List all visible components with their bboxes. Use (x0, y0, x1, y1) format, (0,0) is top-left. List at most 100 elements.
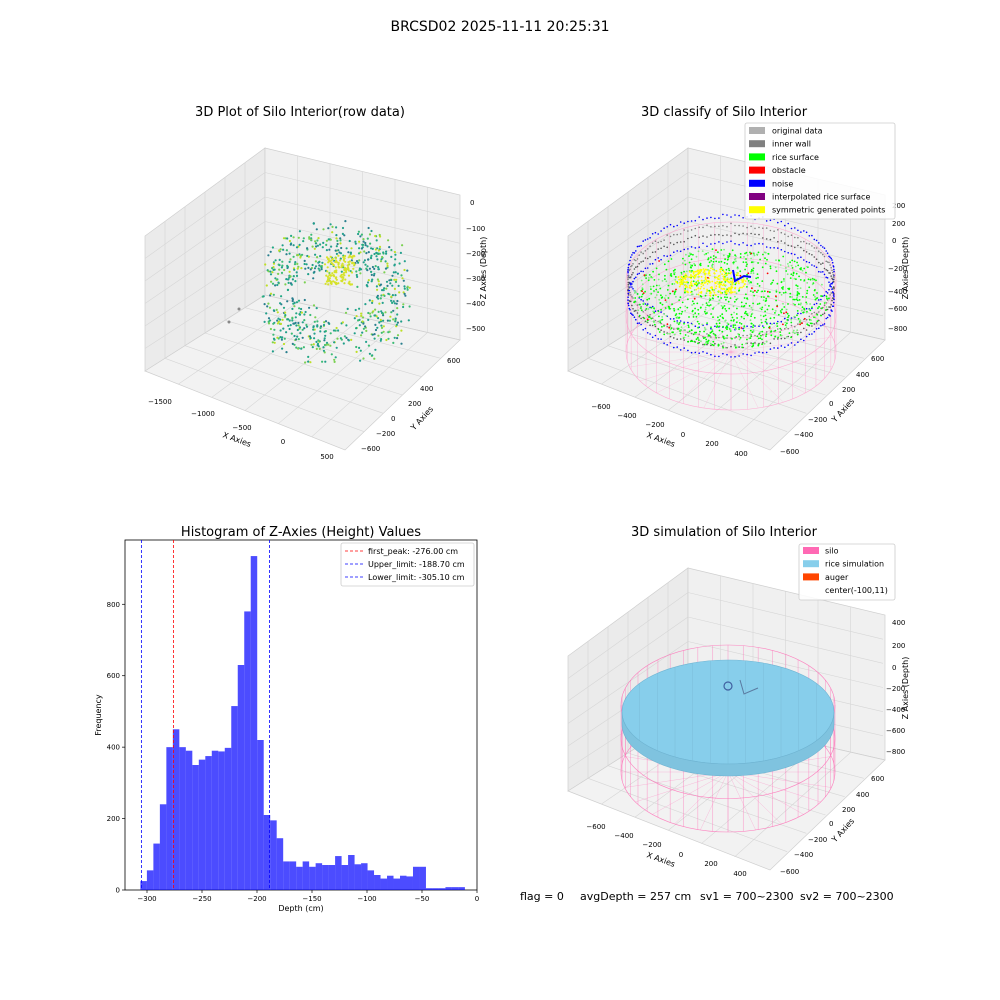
sim-xtick: −400 (614, 832, 633, 840)
hist-bar (322, 865, 329, 890)
hist-ytick-label: 800 (107, 601, 120, 609)
hist-legend-label: Upper_limit: -188.70 cm (368, 560, 465, 569)
cls-ztick: −800 (888, 325, 907, 333)
hist-bar (438, 888, 446, 890)
raw-xtick: −1000 (191, 410, 215, 418)
raw-ztick: 0 (470, 199, 474, 207)
sim-ytick: −200 (808, 836, 827, 844)
raw-ytick: 400 (420, 385, 433, 393)
panel-raw-yticks: 600 400 200 0 −200 −600 (361, 357, 460, 453)
hist-xlabel: Depth (cm) (278, 904, 323, 913)
hist-bar (211, 750, 219, 890)
hist-bar (451, 887, 459, 890)
cls-ytick: −400 (794, 431, 813, 439)
legend-swatch (803, 560, 819, 568)
panel-sim-zticks: 400 200 0 −200 −400 −600 −800 (886, 619, 905, 756)
panel-sim-xticks: −600 −400 −200 0 200 400 (586, 823, 746, 878)
legend-swatch (749, 153, 765, 161)
hist-xtick-label: 0 (475, 895, 479, 903)
status-flag: flag = 0 (520, 890, 564, 903)
panel-sim-yticks: 600 400 200 0 −200 −400 −600 (780, 775, 884, 876)
hist-bar (354, 864, 362, 890)
hist-bar (250, 556, 258, 890)
raw-ytick: −600 (361, 445, 380, 453)
sim-ytick: 600 (871, 775, 884, 783)
hist-bar (445, 887, 452, 890)
sim-xtick: −200 (642, 841, 661, 849)
legend-swatch (803, 573, 819, 581)
hist-bar (198, 759, 206, 890)
sim-legend-label: rice simulation (825, 560, 884, 569)
hist-bar (179, 747, 186, 890)
hist-bar (374, 875, 381, 890)
hist-bar (172, 729, 180, 890)
hist-xtick-label: −200 (247, 895, 266, 903)
sim-xtick: 0 (679, 851, 683, 859)
panel-classify-yticks: 600 400 200 0 −200 −400 −600 (780, 355, 884, 456)
hist-bar (231, 706, 238, 890)
raw-ztick: −100 (466, 225, 485, 233)
cls-xtick: −400 (617, 412, 636, 420)
cls-xtick: 0 (681, 431, 685, 439)
hist-bar (224, 747, 232, 890)
sim-ztick: −400 (886, 706, 905, 714)
hist-bar (425, 888, 433, 890)
hist-xtick-label: −100 (357, 895, 376, 903)
hist-bar (367, 870, 375, 890)
status-avg-depth: avgDepth = 257 cm (580, 890, 691, 903)
panel-raw-title: 3D Plot of Silo Interior(row data) (195, 105, 405, 120)
panel-histogram: Histogram of Z-Axies (Height) Values −30… (94, 525, 479, 913)
hist-bar (153, 843, 160, 890)
sim-ytick: 200 (842, 806, 855, 814)
hist-bar (341, 865, 349, 890)
sim-xtick: −600 (586, 823, 605, 831)
hist-legend-label: first_peak: -276.00 cm (368, 547, 458, 556)
cls-xtick: 200 (705, 440, 718, 448)
hist-bar (166, 747, 173, 890)
panel-raw-zticks: 0 −100 −200 −300 −400 −500 (466, 199, 485, 333)
raw-xtick: −500 (232, 424, 251, 432)
hist-bar (276, 838, 284, 890)
cls-ztick: 0 (892, 237, 896, 245)
hist-bar (302, 861, 310, 890)
hist-ytick-label: 400 (107, 744, 120, 752)
hist-bar (244, 611, 251, 890)
raw-ztick: −200 (466, 250, 485, 258)
hist-bar (218, 751, 225, 890)
classify-legend-label: obstacle (772, 166, 806, 175)
hist-xtick-label: −250 (192, 895, 211, 903)
cls-xtick: −600 (591, 403, 610, 411)
legend-swatch (749, 193, 765, 200)
hist-legend-label: Lower_limit: -305.10 cm (368, 573, 465, 582)
hist-xtick-label: −300 (137, 895, 156, 903)
sim-zlabel: Z Axies (Depth) (901, 657, 910, 720)
raw-ztick: −400 (466, 300, 485, 308)
hist-bar (393, 878, 400, 890)
hist-bar (296, 866, 303, 890)
hist-bar (406, 876, 413, 890)
hist-bar (263, 815, 271, 890)
sim-legend-label: auger (825, 573, 849, 582)
raw-ytick: 0 (391, 415, 395, 423)
legend-swatch (749, 140, 765, 148)
classify-legend: original data inner wall rice surface obsta… (744, 122, 896, 220)
panel-raw-axes-box (144, 147, 461, 451)
hist-ylabel: Frequency (94, 694, 103, 736)
hist-bars (140, 556, 465, 890)
hist-ytick-label: 600 (107, 672, 120, 680)
classify-legend-label: inner wall (772, 140, 811, 149)
legend-swatch (803, 547, 819, 554)
hist-bar (432, 888, 439, 890)
sim-xtick: 400 (733, 870, 746, 878)
hist-x-ticks: −300 −250 −200 −150 −100 −50 0 (137, 890, 479, 903)
status-sv1: sv1 = 700~2300 (700, 890, 794, 903)
legend-swatch (749, 127, 765, 134)
hist-bar (458, 887, 465, 890)
raw-xtick: 500 (320, 453, 333, 461)
raw-zlabel: Z Axies (Depth) (479, 237, 488, 300)
legend-swatch (749, 179, 765, 187)
panel-classify-3d: 3D classify of Silo Interior −600 −400 −… (567, 105, 910, 458)
cls-ztick: −600 (888, 305, 907, 313)
hist-ytick-label: 200 (107, 815, 120, 823)
